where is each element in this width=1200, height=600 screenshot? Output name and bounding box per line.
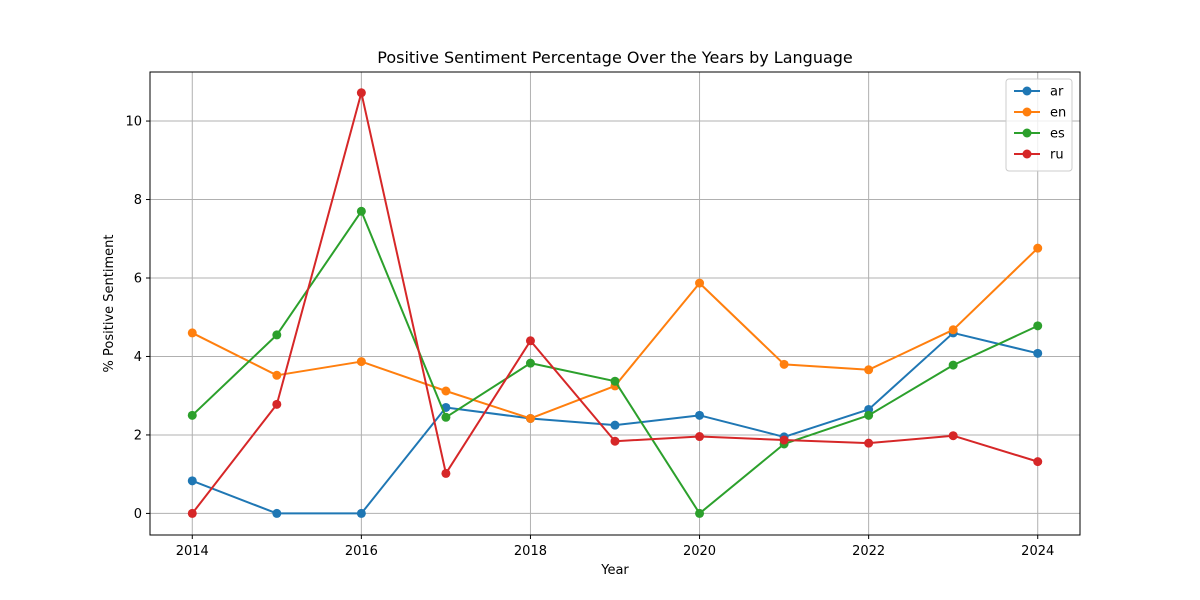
- data-point-ru: [610, 436, 620, 446]
- data-point-ru: [272, 399, 282, 409]
- x-tick-label: 2022: [852, 544, 885, 559]
- series-layer: [187, 88, 1043, 518]
- y-tick-label: 4: [134, 350, 142, 365]
- data-point-en: [187, 328, 197, 338]
- legend-label: ar: [1050, 85, 1064, 100]
- legend-marker: [1022, 128, 1032, 138]
- data-point-en: [779, 359, 789, 369]
- data-point-ru: [525, 336, 535, 346]
- data-point-es: [525, 358, 535, 368]
- data-point-ru: [864, 438, 874, 448]
- legend-marker: [1022, 86, 1032, 96]
- data-point-ru: [779, 435, 789, 445]
- data-point-ru: [441, 468, 451, 478]
- data-point-ar: [610, 420, 620, 430]
- data-point-en: [1033, 243, 1043, 253]
- plot-area: [150, 72, 1080, 535]
- series-en: [187, 243, 1043, 423]
- data-point-es: [1033, 321, 1043, 331]
- legend-label: en: [1050, 106, 1066, 121]
- data-point-es: [441, 412, 451, 422]
- data-point-ru: [695, 432, 705, 442]
- data-point-ru: [356, 88, 366, 98]
- chart-title: Positive Sentiment Percentage Over the Y…: [377, 48, 853, 67]
- data-point-ar: [187, 476, 197, 486]
- y-tick-label: 6: [134, 271, 142, 286]
- legend: ar en es ru: [1005, 78, 1073, 172]
- data-point-ru: [948, 431, 958, 441]
- data-point-en: [695, 278, 705, 288]
- data-point-ar: [272, 508, 282, 518]
- data-point-es: [187, 410, 197, 420]
- data-point-ar: [695, 410, 705, 420]
- series-ru: [187, 88, 1043, 518]
- legend-box: [1005, 78, 1073, 172]
- data-point-en: [948, 325, 958, 335]
- data-point-es: [864, 410, 874, 420]
- data-point-es: [948, 360, 958, 370]
- legend-item-en: en: [1014, 106, 1066, 121]
- data-point-en: [441, 386, 451, 396]
- y-tick-label: 10: [125, 115, 142, 130]
- x-tick-label: 2024: [1021, 544, 1054, 559]
- data-point-es: [695, 508, 705, 518]
- x-tick-label: 2016: [345, 544, 378, 559]
- data-point-es: [610, 376, 620, 386]
- y-axis-label: % Positive Sentiment: [102, 235, 117, 373]
- legend-label: ru: [1050, 148, 1064, 163]
- legend-marker: [1022, 149, 1032, 159]
- data-point-ru: [1033, 457, 1043, 467]
- x-tick-label: 2020: [683, 544, 716, 559]
- plot-frame: [149, 71, 1081, 536]
- data-point-en: [356, 357, 366, 367]
- data-point-en: [864, 365, 874, 375]
- data-point-ar: [1033, 348, 1043, 358]
- y-tick-label: 0: [134, 507, 142, 522]
- data-point-en: [272, 370, 282, 380]
- series-es: [187, 206, 1043, 518]
- data-point-en: [525, 413, 535, 423]
- legend-label: es: [1050, 127, 1065, 142]
- axis-ticks: 2014 2016 2018 2020 2022 2024 0 2 4 6 8 10: [125, 115, 1054, 559]
- x-axis-label: Year: [600, 563, 629, 578]
- data-point-es: [356, 206, 366, 216]
- y-tick-label: 8: [134, 193, 142, 208]
- x-tick-label: 2014: [176, 544, 209, 559]
- grid-lines: [150, 72, 1080, 535]
- data-point-es: [272, 330, 282, 340]
- legend-item-ar: ar: [1014, 85, 1064, 100]
- legend-marker: [1022, 107, 1032, 117]
- y-tick-label: 2: [134, 428, 142, 443]
- data-point-ar: [356, 508, 366, 518]
- x-tick-label: 2018: [514, 544, 547, 559]
- legend-item-es: es: [1014, 127, 1065, 142]
- legend-item-ru: ru: [1014, 148, 1064, 163]
- data-point-ru: [187, 508, 197, 518]
